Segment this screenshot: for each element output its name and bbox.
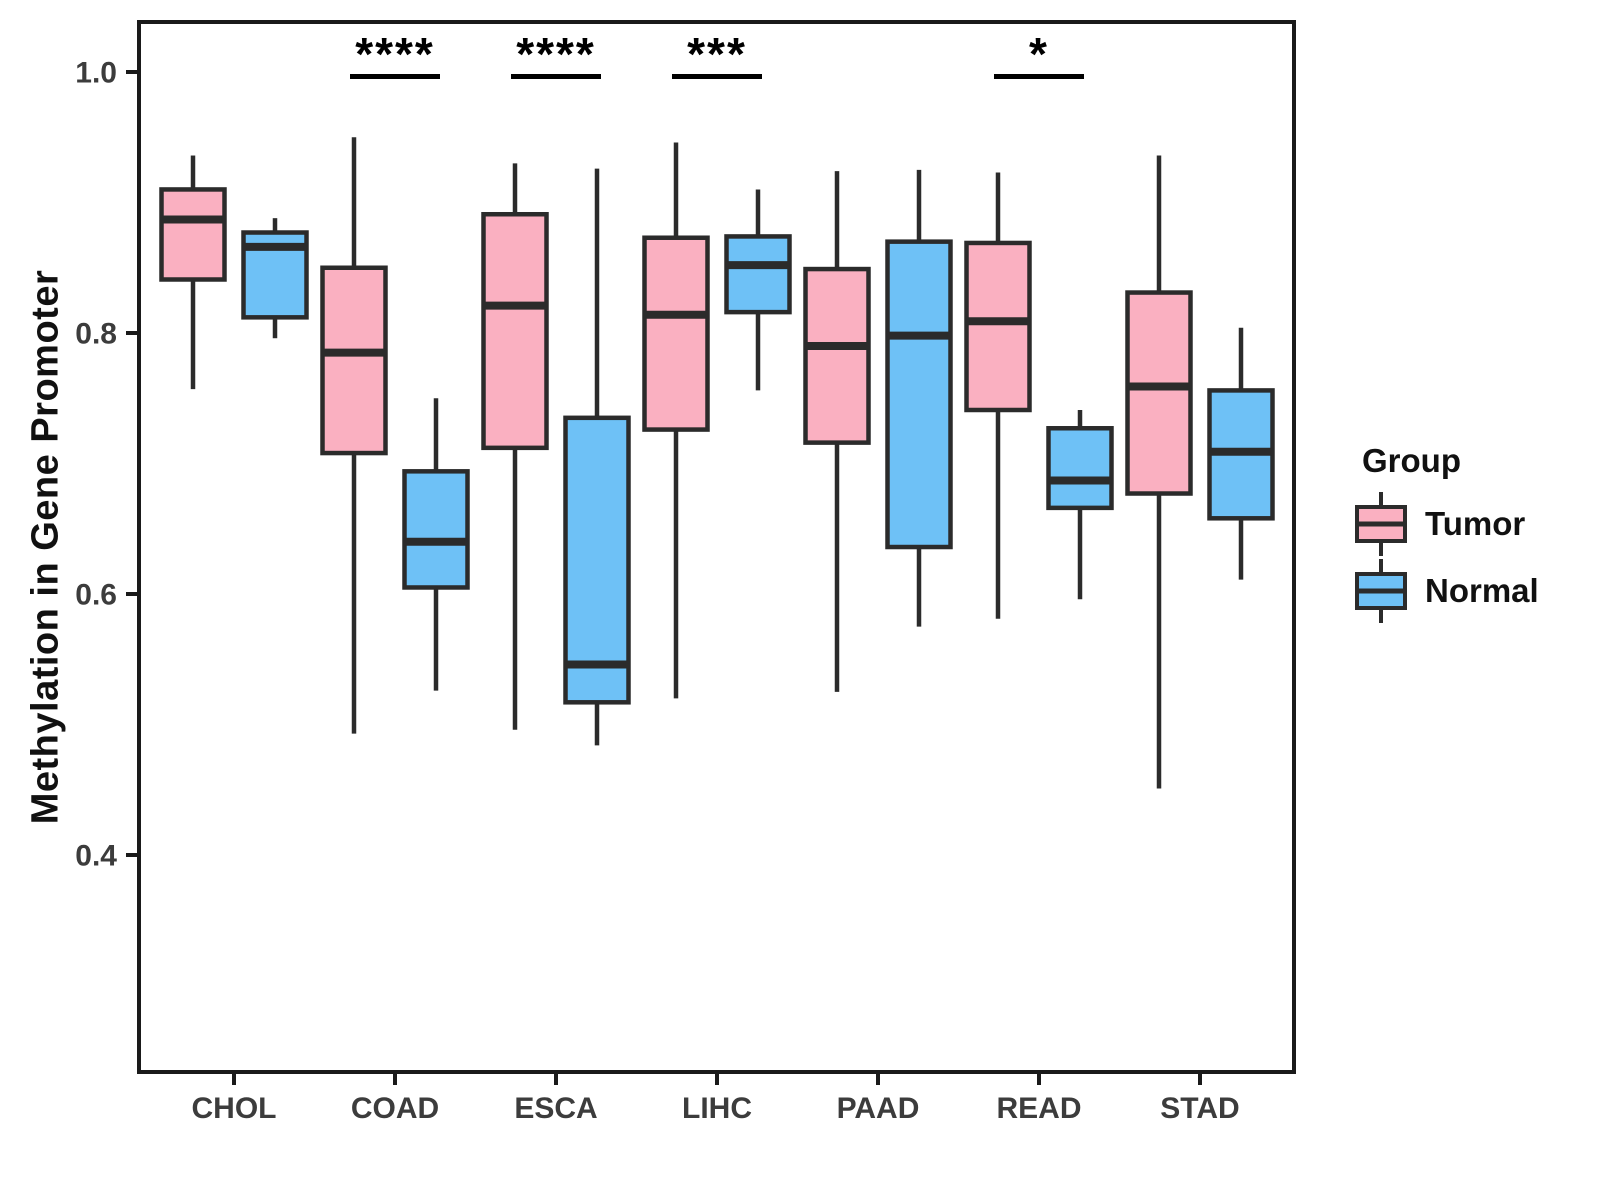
significance-bar — [994, 74, 1084, 79]
boxplot-COAD-Tumor — [320, 137, 388, 734]
significance-bar — [511, 74, 601, 79]
iqr-box — [1046, 426, 1114, 511]
legend-item-tumor: Tumor — [1352, 490, 1539, 557]
legend-label-normal: Normal — [1425, 571, 1539, 609]
iqr-box — [803, 266, 871, 445]
y-axis-title: Methylation in Gene Promoter — [24, 269, 67, 825]
boxplot-LIHC-Tumor — [642, 142, 710, 699]
x-tick-label-esca: ESCA — [514, 1092, 597, 1125]
iqr-box — [642, 235, 710, 432]
iqr-box — [1125, 290, 1193, 496]
panel-border — [137, 20, 1296, 1074]
x-tick-label-read: READ — [996, 1092, 1081, 1125]
significance-stars: *** — [687, 28, 747, 80]
iqr-box — [964, 240, 1032, 413]
boxplot-LIHC-Normal — [724, 189, 792, 391]
significance-stars: **** — [355, 28, 435, 80]
significance-LIHC: *** — [672, 28, 762, 80]
legend-items: Tumor Normal — [1352, 490, 1539, 624]
boxplot-ESCA-Tumor — [481, 163, 549, 730]
significance-stars: * — [1029, 28, 1049, 80]
legend-item-normal: Normal — [1352, 557, 1539, 624]
legend: Group Tumor Normal — [1352, 442, 1539, 624]
boxplot-COAD-Normal — [402, 398, 470, 691]
significance-bar — [350, 74, 440, 79]
legend-title: Group — [1362, 442, 1461, 479]
x-tick-label-stad: STAD — [1160, 1092, 1239, 1125]
significance-ESCA: **** — [511, 28, 601, 80]
boxplot-READ-Tumor — [964, 172, 1032, 619]
significance-COAD: **** — [350, 28, 440, 80]
iqr-box — [320, 265, 388, 456]
y-tick-label: 1.0 — [75, 57, 117, 90]
legend-key-tumor-icon — [1355, 491, 1407, 556]
x-tick-label-coad: COAD — [351, 1092, 439, 1125]
x-tick-label-lihc: LIHC — [682, 1092, 752, 1125]
significance-bar — [672, 74, 762, 79]
y-tick-label: 0.8 — [75, 318, 117, 351]
boxplot-CHOL-Tumor — [159, 155, 227, 390]
legend-key-normal-icon — [1355, 558, 1407, 623]
significance-stars: **** — [516, 28, 596, 80]
boxplot-READ-Normal — [1046, 409, 1114, 600]
iqr-box — [885, 239, 953, 550]
boxplot-PAAD-Tumor — [803, 171, 871, 692]
x-tick-label-chol: CHOL — [192, 1092, 277, 1125]
boxplot-STAD-Tumor — [1125, 155, 1193, 789]
boxplot-PAAD-Normal — [885, 169, 953, 627]
iqr-box — [724, 234, 792, 315]
boxplot-STAD-Normal — [1207, 327, 1275, 580]
x-tick-label-paad: PAAD — [837, 1092, 920, 1125]
y-tick-label: 0.4 — [75, 840, 117, 873]
iqr-box — [159, 187, 227, 282]
y-tick-label: 0.6 — [75, 579, 117, 612]
boxplot-CHOL-Normal — [241, 218, 309, 339]
significance-READ: * — [994, 28, 1084, 80]
iqr-box — [481, 211, 549, 451]
iqr-box — [402, 469, 470, 590]
iqr-box — [563, 415, 631, 705]
boxplot-ESCA-Normal — [563, 168, 631, 746]
legend-label-tumor: Tumor — [1425, 504, 1526, 542]
